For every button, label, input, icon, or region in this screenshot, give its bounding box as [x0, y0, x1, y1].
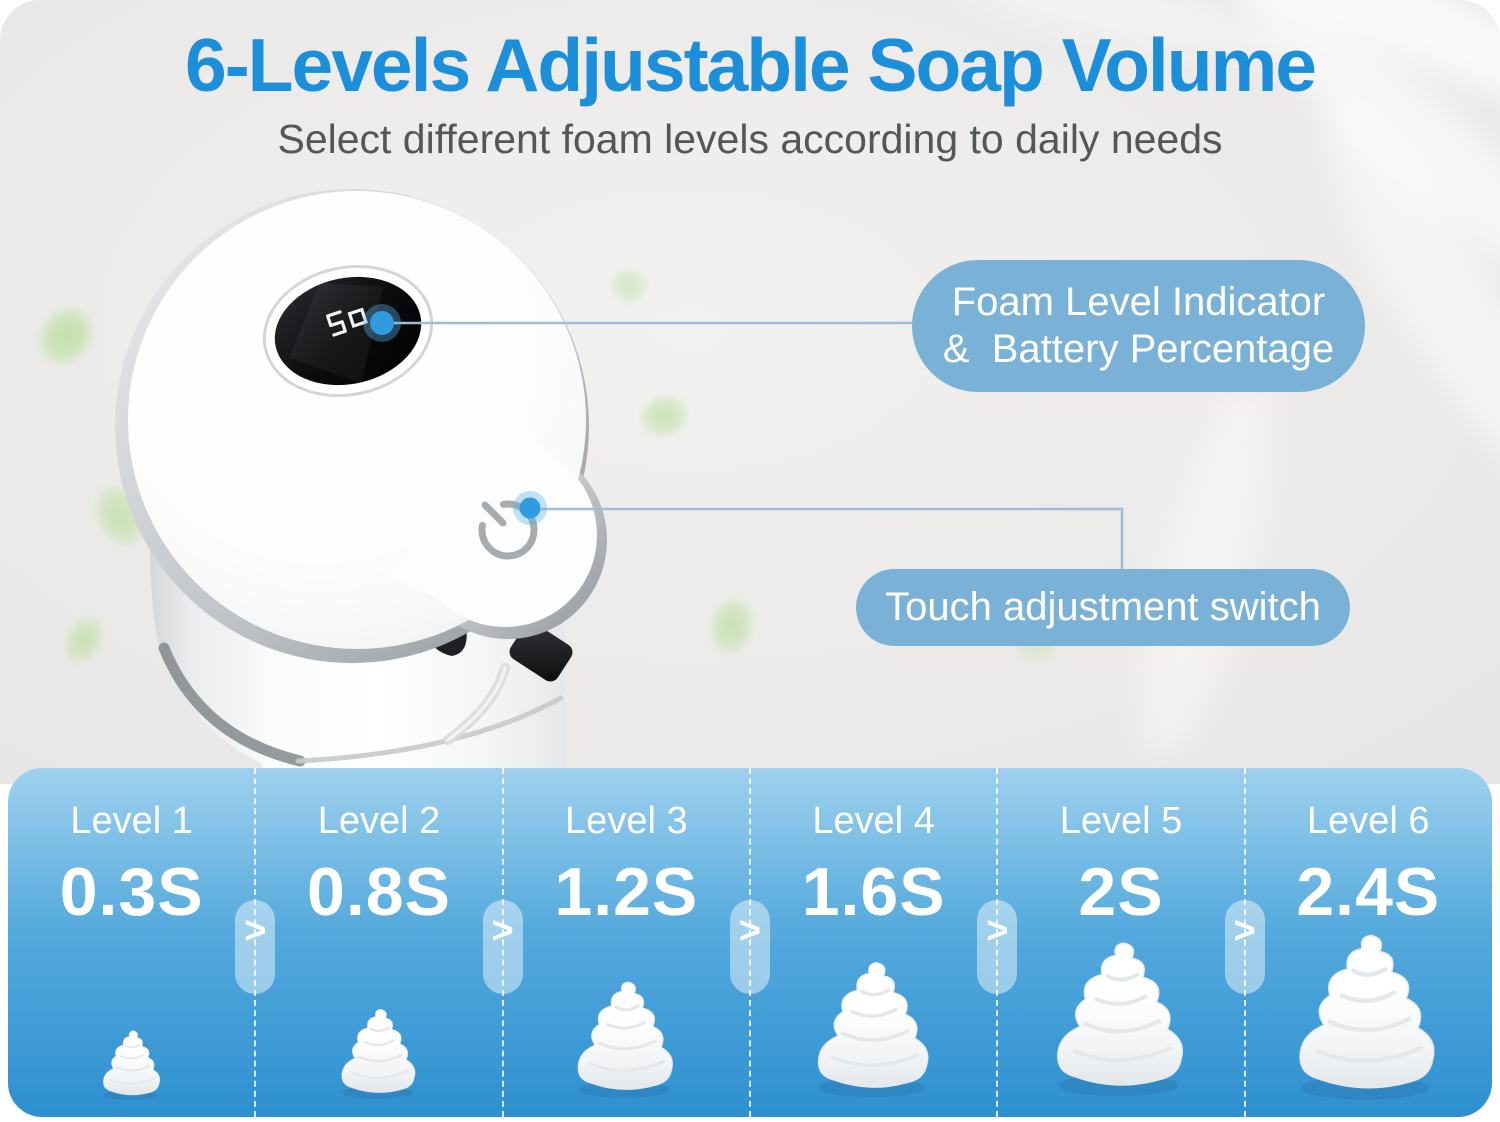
dispenser-head	[128, 191, 597, 649]
callout-text: & Battery Percentage	[942, 327, 1335, 371]
level-column-4: Level 4 1.6S	[750, 768, 997, 1117]
chevron-right-icon: >	[986, 910, 1009, 952]
switch-callout-line	[541, 507, 1124, 569]
column-divider	[501, 768, 504, 1117]
foam-image-level-5	[1039, 939, 1203, 1103]
chevron-right-icon: >	[738, 910, 762, 952]
level-label: Level 4	[812, 800, 935, 842]
level-duration: 1.6S	[801, 854, 946, 930]
level-duration: 0.3S	[59, 854, 204, 930]
level-label: Level 5	[1059, 800, 1183, 842]
chevron-right-icon: >	[244, 910, 267, 952]
callout-text: Touch adjustment switch	[885, 585, 1321, 629]
level-duration: 2S	[1078, 854, 1164, 930]
next-level-chevron: >	[977, 900, 1018, 994]
level-duration: 2.4S	[1296, 854, 1441, 930]
level-duration: 0.8S	[307, 854, 451, 930]
indicator-callout-dot	[363, 304, 401, 342]
led-digits	[326, 307, 368, 337]
level-column-5: Level 5 2S	[997, 768, 1244, 1117]
next-level-chevron: >	[482, 900, 523, 994]
callout-bubble-foam-indicator: Foam Level Indicator & Battery Percentag…	[912, 260, 1365, 392]
level-label: Level 1	[70, 800, 193, 842]
levels-panel: Level 1 0.3S Level 2 0.8S Level 3 1.2S L…	[8, 768, 1492, 1117]
next-level-chevron: >	[730, 900, 770, 994]
level-duration: 1.2S	[554, 854, 699, 930]
foam-image-level-6	[1277, 931, 1459, 1107]
callout-bubble-touch-switch: Touch adjustment switch	[856, 569, 1350, 646]
switch-callout-dot	[513, 491, 547, 525]
level-column-1: Level 1 0.3S	[8, 768, 255, 1117]
foam-image-level-2	[331, 1007, 427, 1103]
column-divider	[749, 768, 751, 1117]
level-column-2: Level 2 0.8S	[255, 768, 502, 1117]
column-divider	[1243, 768, 1246, 1117]
next-level-chevron: >	[235, 900, 276, 994]
led-display	[262, 264, 434, 398]
column-divider	[254, 768, 257, 1117]
foam-image-level-1	[95, 1029, 169, 1103]
body-seam-dark	[158, 642, 306, 767]
foam-image-level-3	[564, 979, 688, 1103]
level-label: Level 6	[1307, 800, 1430, 842]
level-label: Level 3	[565, 800, 688, 842]
level-label: Level 2	[317, 800, 441, 842]
foam-image-level-4	[802, 959, 946, 1103]
page-title: 6-Levels Adjustable Soap Volume	[185, 23, 1317, 107]
soap-tube-highlight	[446, 666, 507, 742]
column-divider	[996, 768, 999, 1117]
chevron-right-icon: >	[1233, 910, 1256, 952]
page-subtitle: Select different foam levels according t…	[277, 116, 1223, 162]
chevron-right-icon: >	[491, 910, 514, 952]
level-column-3: Level 3 1.2S	[503, 768, 750, 1117]
callout-text: Foam Level Indicator	[951, 280, 1326, 324]
level-column-6: Level 6 2.4S	[1245, 768, 1492, 1117]
next-level-chevron: >	[1224, 900, 1265, 994]
